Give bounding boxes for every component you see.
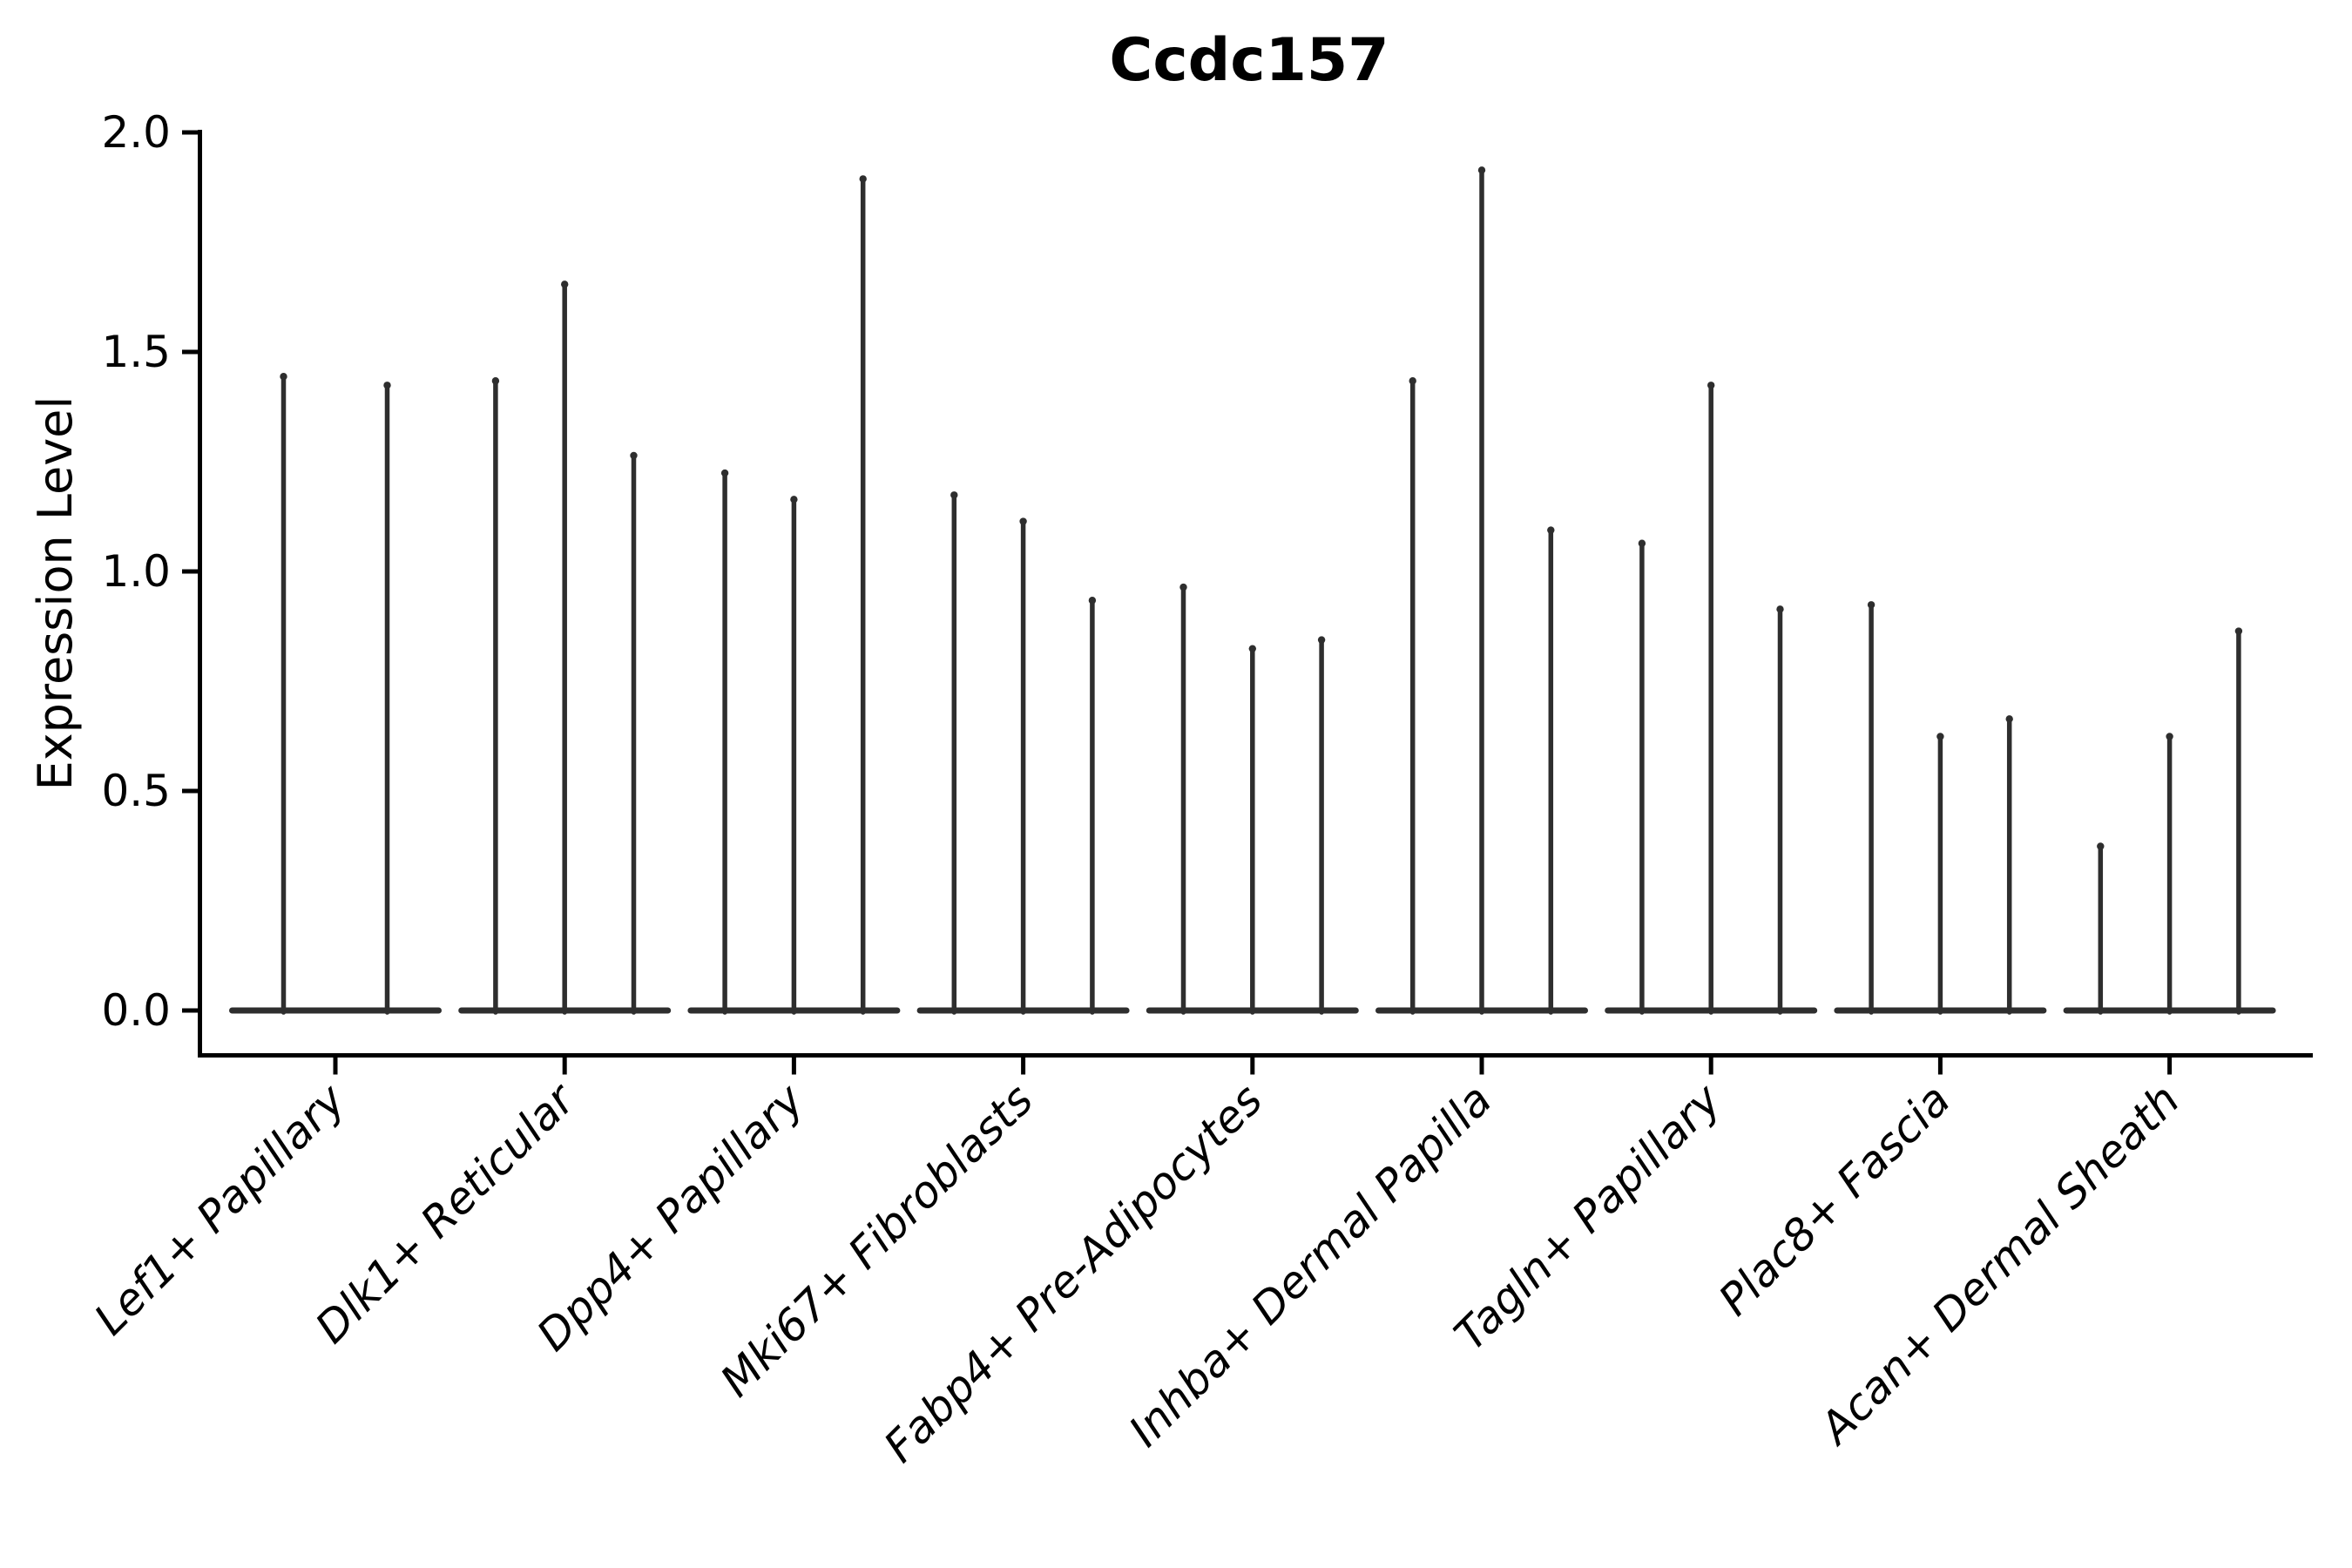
y-axis-label: Expression Level [28,396,83,791]
x-tick-label: Plac8+ Fascia [1709,1074,1960,1325]
violin-spike-tip [1776,605,1784,613]
violin-spike-tip [859,175,867,183]
violin-spike-tip [383,382,391,389]
x-tick-label: Inhba+ Dermal Papilla [1119,1074,1501,1456]
violin-spike-tip [1707,382,1715,389]
violin-group [1375,166,1588,1015]
violin-base [229,1007,442,1014]
violin-spike-tip [1248,645,1257,652]
violin-group [2063,627,2276,1015]
violin-group [1834,601,2047,1015]
violin-spike-tip [1936,733,1944,740]
violin-group [916,491,1130,1015]
x-tick-label: Fabp4+ Pre-Adipocytes [875,1074,1273,1472]
y-tick-label: 1.5 [101,327,171,377]
violin-spike-tip [1409,377,1416,385]
violin-spike-tip [2234,627,2243,635]
y-tick-label: 2.0 [101,107,171,158]
violin-spike-tip [950,491,958,499]
violin-spike-tip [1088,597,1097,605]
violin-spike-tip [720,469,729,477]
y-tick-label: 1.0 [101,546,171,597]
y-tick-label: 0.0 [101,985,171,1036]
violin-group [229,373,442,1015]
violin-spike-tip [1477,166,1486,174]
violin-group [1605,382,1818,1015]
violin-spike-tip [630,451,638,460]
y-axis-ticks: 0.0 0.5 1.0 1.5 2.0 [101,107,199,1036]
y-tick-label: 0.5 [101,766,171,816]
violin-spike-tip [2097,842,2105,850]
plot-title: Ccdc157 [1109,26,1389,95]
x-tick-label: Acan+ Dermal Sheath [1808,1074,2189,1455]
violin-spike-tip [790,496,798,504]
violin-spike-tip [561,280,569,288]
violin-spike-tip [1317,636,1326,644]
violin-spike-tip [280,373,287,381]
violin-group [1146,583,1359,1015]
violin-spike-tip [1867,601,1876,609]
violin-spike-tip [1547,526,1555,534]
x-tick-label: Lef1+ Papillary [84,1073,355,1344]
violin-glyphs [229,166,2276,1015]
violin-spike-tip [2166,733,2173,740]
violin-spike-tip [2005,715,2013,723]
violin-spike-tip [491,377,500,385]
violin-spike-tip [1179,583,1187,591]
violin-spike-tip [1638,539,1646,547]
violin-group [687,175,901,1015]
violin-group [458,280,672,1015]
violin-spike-tip [1019,517,1027,525]
